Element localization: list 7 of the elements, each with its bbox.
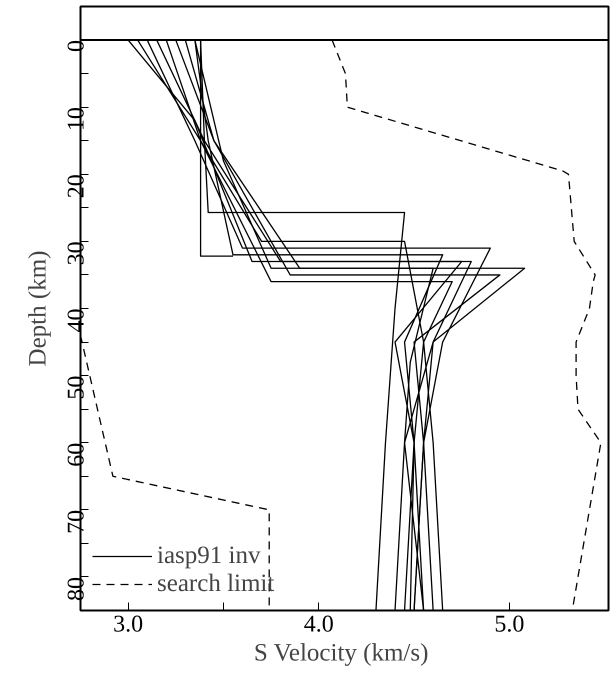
y-axis-title: Depth (km) [24,250,52,366]
x-axis-title: S Velocity (km/s) [254,640,428,666]
legend-label: search limit [157,570,274,598]
x-tick-label: 5.0 [494,612,524,638]
legend-label: iasp91 inv [157,542,260,570]
x-tick-label: 4.0 [304,612,334,638]
x-tick-label: 3.0 [113,612,144,638]
